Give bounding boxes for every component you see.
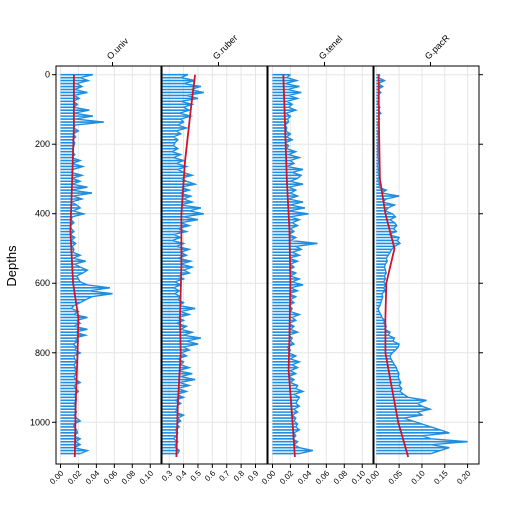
- x-tick-label: 0.04: [296, 468, 314, 486]
- x-tick-label: 0.08: [120, 468, 138, 486]
- x-tick-label: 0.00: [48, 468, 66, 486]
- x-tick-label: 0.05: [387, 468, 405, 486]
- y-tick-label: 400: [35, 209, 50, 219]
- panel-frame: [373, 65, 480, 465]
- panel-label-gruber: G.ruber: [211, 33, 240, 62]
- x-tick-label: 0.10: [410, 468, 428, 486]
- trend-line: [282, 74, 296, 458]
- y-axis-label: Depths: [4, 245, 19, 287]
- x-tick-label: 0.8: [232, 468, 247, 483]
- x-tick-label: 0.02: [66, 468, 84, 486]
- panel-frame: [55, 65, 162, 465]
- panel-label-gpacr: G.pacR: [423, 32, 452, 61]
- profile-outline: [69, 74, 113, 455]
- x-tick-label: 0.6: [203, 468, 218, 483]
- x-tick-label: 0.00: [260, 468, 278, 486]
- x-tick-label: 0.15: [432, 468, 450, 486]
- x-tick-label: 0.00: [364, 468, 382, 486]
- y-tick-label: 600: [35, 278, 50, 288]
- panel-label-ouniv: O.univ: [105, 36, 131, 62]
- x-tick-label: 0.10: [138, 468, 156, 486]
- x-tick-label: 0.08: [332, 468, 350, 486]
- trend-line: [69, 74, 80, 458]
- x-tick-label: 0.4: [174, 468, 189, 483]
- x-tick-label: 0.20: [455, 468, 473, 486]
- panel-frame: [161, 65, 268, 465]
- x-tick-label: 0.10: [350, 468, 368, 486]
- y-tick-label: 0: [45, 70, 50, 80]
- y-tick-label: 200: [35, 139, 50, 149]
- x-tick-label: 0.3: [160, 468, 175, 483]
- panel-label-gtenel: G.tenel: [317, 34, 345, 62]
- x-tick-label: 0.5: [189, 468, 204, 483]
- panel-frame: [267, 65, 374, 465]
- x-tick-label: 0.02: [278, 468, 296, 486]
- trend-line: [175, 74, 196, 458]
- x-tick-label: 0.9: [246, 468, 261, 483]
- trend-line: [377, 74, 410, 458]
- x-tick-label: 0.06: [102, 468, 120, 486]
- x-tick-label: 0.06: [314, 468, 332, 486]
- x-tick-label: 0.04: [84, 468, 102, 486]
- y-tick-label: 1000: [30, 417, 50, 427]
- x-tick-label: 0.7: [217, 468, 232, 483]
- y-tick-label: 800: [35, 348, 50, 358]
